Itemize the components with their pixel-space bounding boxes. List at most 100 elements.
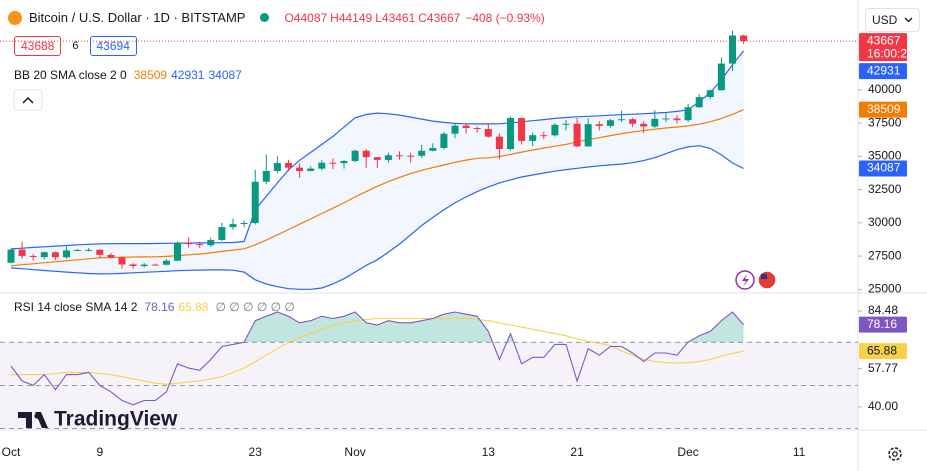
- rsi-legend-title[interactable]: RSI 14 close SMA 14 2: [14, 300, 138, 314]
- candle-body: [318, 162, 326, 169]
- candle-body: [29, 255, 37, 258]
- candle-body: [85, 249, 93, 251]
- candle-body: [551, 124, 559, 136]
- rsi-pane: [0, 311, 858, 429]
- market-status-dot: [260, 13, 270, 22]
- rsi-y-tick-label: 84.48: [868, 303, 898, 317]
- rsi-extra: ∅ ∅ ∅ ∅ ∅ ∅: [215, 300, 295, 314]
- candle-body: [140, 264, 148, 267]
- candle-body: [207, 239, 215, 246]
- gear-outer[interactable]: [888, 447, 902, 461]
- rsi-line: [10, 311, 745, 406]
- candle-body: [351, 150, 359, 161]
- x-tick-label: 9: [96, 445, 103, 459]
- candle-body: [462, 125, 470, 129]
- ohlc-low: L43461: [375, 10, 416, 25]
- ohlc-open: O44087: [284, 10, 328, 25]
- logo-dot: [34, 413, 40, 419]
- currency-label[interactable]: USD: [872, 13, 898, 27]
- candle-body: [584, 124, 592, 147]
- candle-body: [262, 170, 270, 182]
- candle-body: [218, 227, 226, 240]
- candle-body: [340, 161, 348, 164]
- candle-body: [285, 162, 292, 168]
- candle-body: [129, 264, 137, 267]
- candle-body: [18, 249, 26, 256]
- flag-icon[interactable]: [757, 270, 777, 290]
- y-tick-label: 30000: [868, 215, 902, 229]
- candle-body: [118, 257, 126, 265]
- x-tick-label: Dec: [677, 445, 698, 459]
- candle-body: [396, 155, 403, 157]
- logo-mark: [18, 412, 48, 428]
- x-tick-label: 23: [249, 445, 263, 459]
- price-label: 34087: [867, 161, 901, 175]
- collapse-chevron[interactable]: [22, 96, 34, 104]
- candle-body: [451, 125, 459, 134]
- bb-legend-title[interactable]: BB 20 SMA close 2 0: [14, 68, 127, 82]
- y-tick-label: 32500: [868, 182, 902, 196]
- y-tick-label: 40000: [868, 82, 902, 96]
- collapse-button[interactable]: [13, 89, 43, 111]
- ohlc-change: −408 (−0.93%): [465, 10, 545, 25]
- logo-text: TradingView: [54, 408, 178, 431]
- price-label: 38509: [867, 102, 901, 116]
- sell-button[interactable]: 43688: [14, 36, 62, 56]
- candle-body: [695, 97, 703, 108]
- candle-body: [507, 118, 514, 150]
- candle-body: [174, 242, 181, 261]
- currency-chevron[interactable]: [904, 17, 913, 23]
- gear-inner[interactable]: [892, 451, 898, 457]
- collapse-frame[interactable]: [13, 89, 43, 111]
- candle-body: [651, 118, 659, 127]
- y-tick-label: 37500: [868, 115, 902, 129]
- symbol-title[interactable]: Bitcoin / U.S. Dollar · 1D · BITSTAMP: [29, 10, 246, 25]
- candle-body: [107, 254, 115, 258]
- candle-body: [518, 118, 526, 141]
- rsi-legend: RSI 14 close SMA 14 2 78.16 65.88 ∅ ∅ ∅ …: [14, 300, 295, 314]
- candle-body: [562, 123, 570, 125]
- candle-body: [429, 147, 437, 151]
- main-pane: [7, 30, 748, 290]
- bb-basis-line: [10, 109, 744, 267]
- candle-body: [640, 123, 648, 127]
- price-label-box: [859, 316, 907, 333]
- price-label-box: [859, 101, 907, 118]
- spread: 6: [72, 40, 79, 52]
- candle-body: [595, 124, 603, 126]
- logo: TradingView: [18, 408, 178, 431]
- price-label: 42931: [867, 63, 901, 77]
- bb-basis-value: 38509: [133, 68, 168, 82]
- settings-button[interactable]: [888, 447, 902, 461]
- candle-body: [440, 133, 448, 148]
- candle-body: [185, 242, 193, 245]
- candle-body: [473, 128, 481, 130]
- ohlc-close: C43667: [418, 10, 461, 25]
- candle-body: [362, 150, 370, 158]
- x-tick-label: 11: [793, 445, 806, 459]
- price-label-box: [859, 33, 907, 62]
- candle-body: [629, 119, 637, 124]
- flag-canton: [761, 274, 767, 279]
- buy-button[interactable]: 43694: [89, 36, 137, 56]
- bb-band-line: [10, 145, 744, 290]
- x-tick-label: Oct: [2, 445, 21, 459]
- candle-body: [40, 252, 48, 258]
- lightning-glyph: [742, 274, 749, 287]
- candle-body: [251, 181, 259, 223]
- candle-body: [7, 249, 15, 263]
- y-tick-label: 25000: [868, 282, 902, 296]
- candle-body: [373, 157, 381, 160]
- x-tick-label: 13: [482, 445, 496, 459]
- candle-body: [540, 135, 548, 137]
- x-tick-label: Nov: [344, 445, 365, 459]
- currency-select[interactable]: USD: [865, 8, 920, 32]
- rsi-sma-value: 65.88: [178, 300, 209, 314]
- rsi-value: 78.16: [144, 300, 175, 314]
- y-tick-label: 27500: [868, 248, 902, 262]
- candle-body: [74, 249, 82, 251]
- candle-body: [729, 35, 736, 64]
- candle-body: [606, 120, 614, 126]
